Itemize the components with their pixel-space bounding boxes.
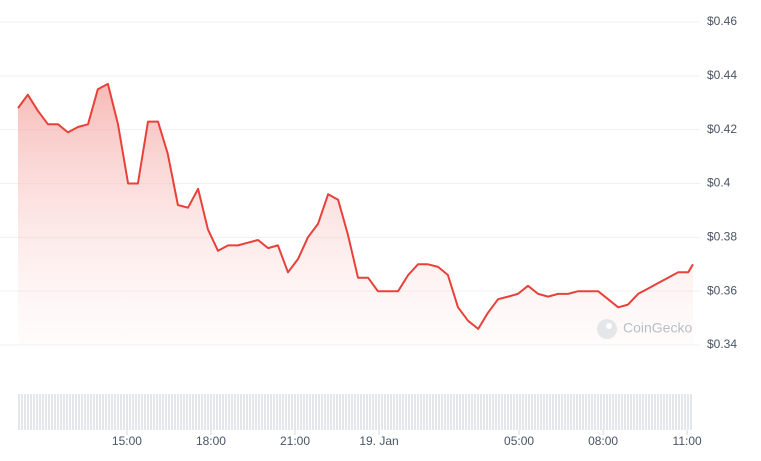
y-tick-label: $0.46	[707, 14, 737, 28]
volume-band	[18, 394, 693, 430]
x-tick-label: 11:00	[673, 434, 702, 448]
y-tick-label: $0.34	[707, 337, 737, 351]
x-tick-label: 21:00	[280, 434, 310, 448]
x-tick-label: 18:00	[196, 434, 226, 448]
price-line	[17, 82, 694, 330]
y-tick-label: $0.38	[707, 230, 737, 244]
x-tick-label: 05:00	[504, 434, 534, 448]
y-tick-label: $0.44	[707, 68, 737, 82]
y-tick-label: $0.42	[707, 122, 737, 136]
y-tick-label: $0.36	[707, 283, 737, 297]
x-tick-label: 15:00	[112, 434, 142, 448]
price-area	[18, 83, 693, 346]
x-tick-label: 19. Jan	[359, 434, 398, 448]
watermark-logo	[597, 319, 617, 339]
watermark: CoinGecko	[623, 320, 692, 336]
x-tick-label: 08:00	[588, 434, 618, 448]
y-tick-label: $0.4	[707, 176, 731, 190]
